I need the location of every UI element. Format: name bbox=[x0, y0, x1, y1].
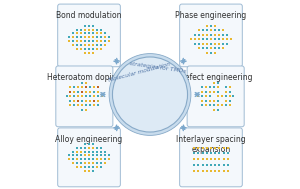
Text: Bond modulation: Bond modulation bbox=[56, 11, 122, 20]
Text: Interlayer spacing
expansion: Interlayer spacing expansion bbox=[176, 135, 246, 154]
FancyArrowPatch shape bbox=[181, 58, 186, 64]
FancyArrowPatch shape bbox=[101, 93, 105, 96]
FancyBboxPatch shape bbox=[56, 66, 113, 127]
Text: Defect engineering: Defect engineering bbox=[179, 73, 252, 82]
Text: Alloy engineering: Alloy engineering bbox=[56, 135, 123, 144]
Circle shape bbox=[112, 57, 188, 132]
FancyBboxPatch shape bbox=[180, 128, 242, 187]
FancyArrowPatch shape bbox=[181, 125, 186, 131]
FancyBboxPatch shape bbox=[187, 66, 244, 127]
Text: strategies for TMDs: strategies for TMDs bbox=[129, 61, 186, 74]
Text: Phase engineering: Phase engineering bbox=[175, 11, 247, 20]
FancyArrowPatch shape bbox=[114, 58, 119, 64]
Text: Molecular modulation: Molecular modulation bbox=[108, 61, 171, 83]
FancyBboxPatch shape bbox=[58, 128, 120, 187]
FancyArrowPatch shape bbox=[114, 125, 119, 131]
FancyBboxPatch shape bbox=[58, 4, 120, 67]
Circle shape bbox=[109, 54, 191, 135]
FancyBboxPatch shape bbox=[180, 4, 242, 67]
Text: Heteroatom doping: Heteroatom doping bbox=[47, 73, 122, 82]
FancyArrowPatch shape bbox=[195, 93, 199, 96]
